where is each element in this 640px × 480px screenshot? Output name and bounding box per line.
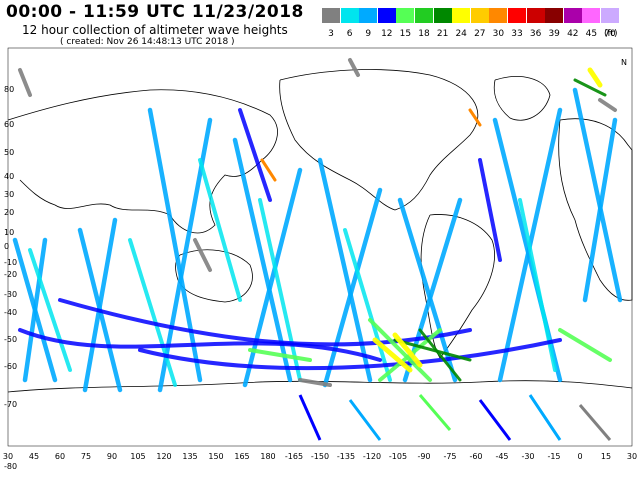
legend-label: 15 (399, 29, 412, 39)
longitude-label: 180 (260, 452, 276, 461)
map-subtitle: 12 hour collection of altimeter wave hei… (22, 23, 288, 37)
legend-label: 39 (548, 29, 560, 39)
greenland-coastline (493, 76, 551, 121)
north-label: N (621, 58, 627, 67)
legend-label: 70 (604, 29, 616, 39)
legend-swatch (396, 8, 415, 23)
legend-swatch (601, 8, 619, 23)
latitude-label: 30 (4, 190, 15, 199)
legend-swatch (433, 8, 452, 23)
longitude-label: 105 (130, 452, 146, 461)
legend-label: 30 (492, 29, 505, 39)
latitude-label: 50 (4, 148, 15, 157)
latitude-label: 10 (4, 228, 15, 237)
longitude-label: 75 (80, 452, 92, 461)
latitude-label: 60 (4, 120, 15, 129)
longitude-label: -90 (417, 452, 431, 461)
longitude-label: 30 (626, 452, 638, 461)
longitude-label: -165 (284, 452, 304, 461)
longitude-label: 30 (2, 452, 14, 461)
longitude-label: 150 (208, 452, 224, 461)
latitude-label: 0 (4, 242, 10, 251)
legend-swatch (489, 8, 508, 23)
latitude-label: 80 (4, 85, 15, 94)
latitude-label: -60 (4, 362, 18, 371)
latitude-label: -30 (4, 290, 18, 299)
longitude-label: -150 (310, 452, 330, 461)
created-timestamp: ( created: Nov 26 14:48:13 UTC 2018 ) (60, 37, 235, 47)
longitude-label: 60 (54, 452, 66, 461)
legend-swatch (377, 8, 396, 23)
legend-label: 33 (511, 29, 523, 39)
longitude-label: -135 (336, 452, 356, 461)
latitude-label: -20 (4, 270, 18, 279)
legend-label: 36 (529, 29, 542, 39)
north-america-coastline (279, 69, 479, 211)
australia-coastline (175, 249, 253, 303)
longitude-label: 45 (28, 452, 40, 461)
longitude-label: 0 (577, 452, 583, 461)
legend-label: 18 (418, 29, 430, 39)
legend-label: 42 (567, 29, 579, 39)
longitude-label: -60 (469, 452, 483, 461)
latitude-label: 20 (4, 208, 15, 217)
legend-label: 3 (328, 29, 334, 39)
legend-swatch (359, 8, 378, 23)
latitude-label: 40 (4, 172, 15, 181)
antarctica-coastline (7, 380, 633, 393)
legend-swatch (563, 8, 582, 23)
longitude-label: -75 (443, 452, 457, 461)
longitude-label: 120 (156, 452, 172, 461)
longitude-label: 15 (600, 452, 612, 461)
legend-label: 9 (365, 29, 372, 39)
latitude-label: -50 (4, 335, 18, 344)
longitude-label: -45 (495, 452, 509, 461)
legend-label: 21 (436, 29, 449, 39)
legend-swatch (340, 8, 359, 23)
asia-coastline (7, 89, 278, 234)
legend-swatch (508, 8, 526, 23)
legend-swatch (526, 8, 545, 23)
latitude-label: -70 (4, 400, 18, 409)
latitude-label: -80 (4, 462, 18, 471)
legend-swatch (470, 8, 489, 23)
legend-swatch (545, 8, 564, 23)
longitude-label: -105 (388, 452, 408, 461)
legend-swatch (452, 8, 471, 23)
legend-label: 27 (474, 29, 486, 39)
longitude-label: -15 (547, 452, 561, 461)
longitude-label: 90 (106, 452, 118, 461)
legend-swatch (582, 8, 601, 23)
africa-coastline (558, 118, 633, 301)
longitude-label: -30 (521, 452, 535, 461)
legend-label: 45 (585, 29, 598, 39)
map-frame (7, 47, 633, 447)
legend-unit: (ft) (604, 29, 618, 39)
altimeter-tracks (12, 58, 623, 393)
longitude-label: 165 (234, 452, 250, 461)
legend-label: 12 (381, 29, 393, 39)
legend-label: 24 (455, 29, 467, 39)
legend-label: 6 (346, 29, 353, 39)
legend-swatch (322, 8, 340, 23)
latitude-label: -10 (4, 258, 18, 267)
southern-ocean-samples (298, 394, 612, 441)
map-title: 00:00 - 11:59 UTC 11/23/2018 (6, 2, 304, 22)
latitude-label: -40 (4, 308, 18, 317)
longitude-label: 135 (182, 452, 198, 461)
longitude-label: -120 (362, 452, 382, 461)
legend-swatch (415, 8, 433, 23)
